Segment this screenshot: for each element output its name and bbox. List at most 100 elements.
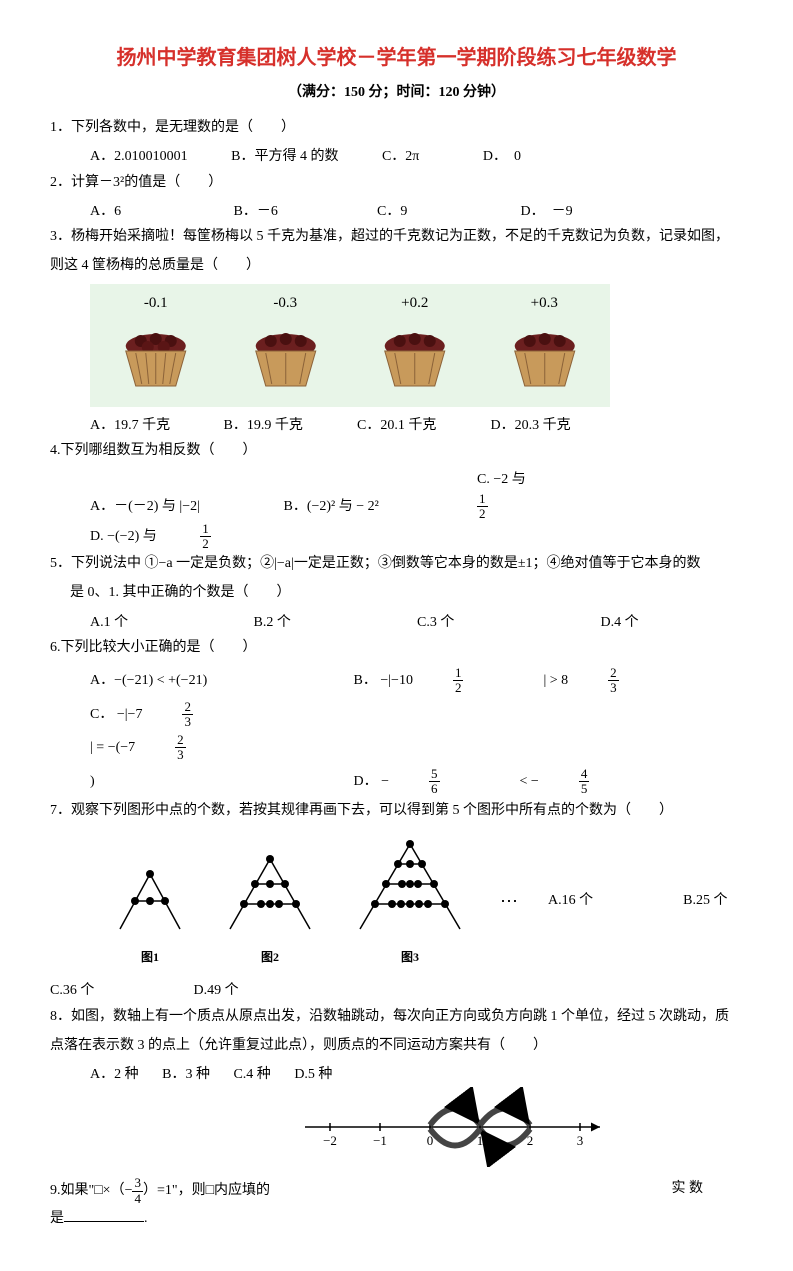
q4-opt-d: D. −(−2) 与 12 [90, 522, 291, 552]
q6-opt-d: D． −56 < −45 [354, 765, 670, 799]
q6-opt-b: B． −|−1012| > 823 [354, 664, 699, 698]
fraction-icon: 34 [132, 1176, 143, 1206]
q3-stem2: 则这 4 筐杨梅的总质量是（ ） [50, 253, 743, 278]
frac-den: 3 [175, 748, 186, 762]
fraction-icon: 12 [453, 666, 504, 696]
q2-opt-a: A．6 [90, 199, 190, 224]
q6c-pre: −|−7 [117, 698, 143, 732]
tick-label: −2 [323, 1133, 337, 1148]
q9-post: ）=1"，则□内应填的 [143, 1183, 270, 1198]
frac-den: 3 [608, 681, 619, 695]
fraction-icon: 23 [175, 733, 226, 763]
q2-opt-d: D． －9 [521, 199, 573, 224]
basket-icon [355, 321, 475, 391]
q6b-left: −|−10 [380, 664, 413, 698]
q8-stem2: 点落在表示数 3 的点上（允许重复过此点），则质点的不同运动方案共有（ ） [50, 1033, 743, 1058]
q3-opt-d: D．20.3 千克 [491, 413, 571, 438]
q7-options-row2: C.36 个 D.49 个 [50, 978, 743, 1003]
q6-stem: 6.下列比较大小正确的是（ ） [50, 635, 743, 660]
fraction-icon: 45 [579, 767, 630, 797]
frac-num: 4 [579, 767, 590, 782]
frac-den: 4 [132, 1192, 143, 1206]
q3-baskets: -0.1 -0.3 +0.2 +0.3 [90, 284, 610, 406]
q4-optc-text: C. −2 与 [477, 467, 526, 492]
q8-opt-d: D.5 种 [294, 1062, 332, 1087]
frac-num: 2 [175, 733, 186, 748]
page-subtitle: （满分：150 分；时间：120 分钟） [50, 80, 743, 105]
q5-opt-d: D.4 个 [601, 610, 639, 635]
fraction-icon: 23 [608, 666, 659, 696]
fraction-icon: 56 [429, 767, 480, 797]
q9-tail: 实 数 [672, 1176, 704, 1201]
q3-val-1: -0.1 [96, 290, 216, 317]
basket-icon [485, 321, 605, 391]
q7-fig-2: 图2 [220, 844, 320, 969]
q9: 9.如果"□×（−34）=1"，则□内应填的 实 数 是. [50, 1176, 743, 1231]
q7-figures: 图1 图2 图3 ⋯ A.16 个 B.25 个 [50, 834, 743, 969]
fraction-icon: 23 [182, 700, 233, 730]
q1-opt-b: B．平方得 4 的数 [231, 144, 338, 169]
page-title: 扬州中学教育集团树人学校－学年第一学期阶段练习七年级数学 [50, 40, 743, 76]
q8-numberline: −2 −1 0 1 2 3 [300, 1087, 743, 1176]
q7-label-3: 图3 [350, 947, 470, 969]
q1-opt-a: A．2.010010001 [90, 144, 188, 169]
q8-opt-c: C.4 种 [233, 1062, 270, 1087]
fraction-icon: 12 [477, 492, 528, 522]
fraction-icon: 12 [200, 522, 251, 552]
q9-line2: 是 [50, 1211, 64, 1226]
q1-options: A．2.010010001 B．平方得 4 的数 C．2π D． 0 [50, 144, 743, 169]
q7-fig-3: 图3 [350, 834, 470, 969]
q9-end: . [144, 1211, 148, 1226]
svg-text:−1: −1 [373, 1133, 387, 1148]
basket-icon [96, 321, 216, 391]
q3-opt-c: C．20.1 千克 [357, 413, 477, 438]
pattern-icon [110, 854, 190, 934]
q3-val-4: +0.3 [485, 290, 605, 317]
q5-opt-b: B.2 个 [254, 610, 374, 635]
pattern-icon [350, 834, 470, 934]
q7-fig-1: 图1 [110, 854, 190, 969]
q7-stem: 7．观察下列图形中点的个数，若按其规律再画下去，可以得到第 5 个图形中所有点的… [50, 798, 743, 823]
q3-basket-3: +0.2 [355, 290, 475, 400]
q5-stem2: 是 0、1. 其中正确的个数是（ ） [50, 580, 743, 605]
q7-opt-b: B.25 个 [683, 888, 727, 913]
frac-den: 2 [200, 537, 211, 551]
q1-opt-d: D． 0 [483, 144, 521, 169]
q3-stem1: 3．杨梅开始采摘啦！每筐杨梅以 5 千克为基准，超过的千克数记为正数，不足的千克… [50, 224, 743, 249]
frac-num: 3 [132, 1176, 143, 1191]
svg-text:3: 3 [577, 1133, 584, 1148]
q5-stem1: 5．下列说法中 ①−a 一定是负数；②|−a|一定是正数；③倒数等它本身的数是±… [50, 551, 743, 576]
q3-val-2: -0.3 [226, 290, 346, 317]
q3-basket-1: -0.1 [96, 290, 216, 400]
q3-basket-2: -0.3 [226, 290, 346, 400]
frac-num: 5 [429, 767, 440, 782]
frac-den: 6 [429, 782, 440, 796]
q3-opt-a: A．19.7 千克 [90, 413, 210, 438]
q2-opt-b: B．－6 [234, 199, 334, 224]
q6-opt-c: C． −|−723| = −(−723) [90, 698, 310, 799]
q5-options: A.1 个 B.2 个 C.3 个 D.4 个 [50, 610, 743, 635]
q6-opt-a: A．−(−21) < +(−21) [90, 664, 310, 698]
q4-stem: 4.下列哪组数互为相反数（ ） [50, 438, 743, 463]
frac-num: 1 [453, 666, 464, 681]
q2-options: A．6 B．－6 C．9 D． －9 [50, 199, 743, 224]
q6d-pre: − [381, 765, 389, 799]
q7-opt-d: D.49 个 [194, 983, 239, 998]
ellipsis-icon: ⋯ [500, 885, 518, 917]
q4-opt-c: C. −2 与 12 [477, 467, 607, 522]
q1-opt-c: C．2π [382, 144, 419, 169]
q8-stem1: 8．如图，数轴上有一个质点从原点出发，沿数轴跳动，每次向正方向或负方向跳 1 个… [50, 1004, 743, 1029]
frac-den: 2 [477, 507, 488, 521]
q1-stem: 1．下列各数中，是无理数的是（ ） [50, 115, 743, 140]
frac-num: 2 [608, 666, 619, 681]
q3-basket-4: +0.3 [485, 290, 605, 400]
q8-options: A．2 种 B．3 种 C.4 种 D.5 种 [50, 1062, 743, 1087]
q6-options: A．−(−21) < +(−21) B． −|−1012| > 823 C． −… [50, 664, 743, 798]
pattern-icon [220, 844, 320, 934]
blank-field[interactable] [64, 1207, 144, 1222]
q2-stem: 2．计算－3²的值是（ ） [50, 170, 743, 195]
q7-label-2: 图2 [220, 947, 320, 969]
q8-opt-b: B．3 种 [162, 1062, 210, 1087]
q8-opt-a: A．2 种 [90, 1062, 139, 1087]
q7-label-1: 图1 [110, 947, 190, 969]
